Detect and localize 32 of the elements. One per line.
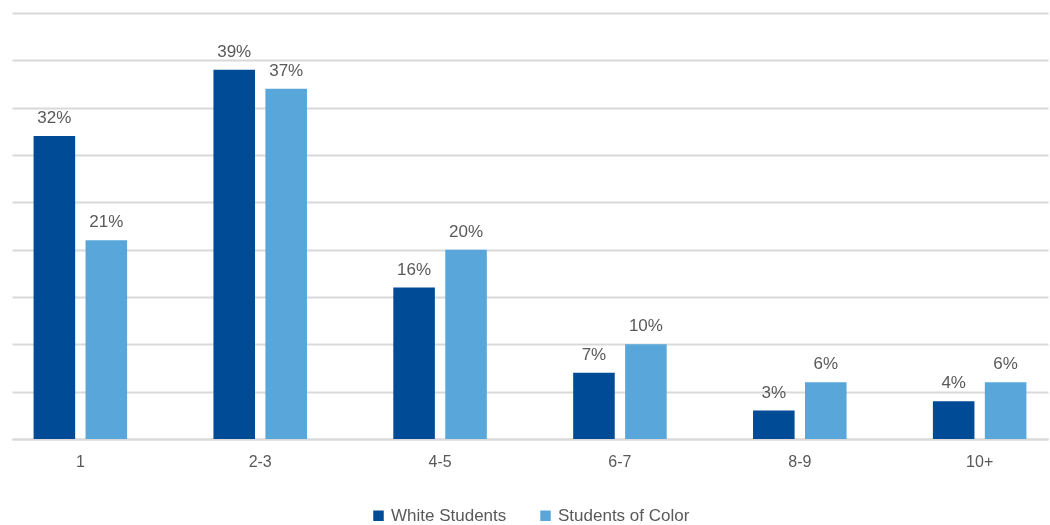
- data-label: 20%: [449, 221, 484, 241]
- x-tick-label: 8-9: [788, 452, 812, 470]
- bar: [573, 372, 615, 439]
- data-label: 21%: [89, 212, 124, 232]
- data-label: 7%: [581, 344, 607, 364]
- data-label: 39%: [217, 41, 252, 61]
- bar: [213, 69, 256, 439]
- bar: [445, 249, 487, 439]
- legend-label: White Students: [391, 505, 507, 525]
- data-label: 32%: [37, 108, 72, 128]
- data-label: 16%: [397, 259, 432, 279]
- data-label: 4%: [941, 373, 966, 393]
- bar: [753, 410, 795, 439]
- x-tick-label: 10+: [966, 452, 994, 470]
- data-label: 6%: [813, 354, 839, 374]
- bar: [625, 344, 667, 439]
- bar: [984, 382, 1027, 439]
- bar: [85, 240, 128, 439]
- bar: [393, 287, 435, 439]
- data-label: 37%: [269, 60, 304, 80]
- data-label: 6%: [993, 354, 1018, 374]
- bar: [265, 88, 307, 439]
- x-tick-label: 6-7: [608, 452, 632, 470]
- bar: [33, 136, 76, 439]
- x-tick-label: 4-5: [428, 452, 452, 470]
- x-tick-label: 2-3: [248, 452, 272, 470]
- bar: [804, 382, 847, 439]
- data-label: 3%: [761, 382, 787, 402]
- legend-label: Students of Color: [558, 505, 690, 525]
- bar: [932, 401, 975, 439]
- x-tick-label: 1: [75, 452, 85, 470]
- data-label: 10%: [628, 316, 663, 336]
